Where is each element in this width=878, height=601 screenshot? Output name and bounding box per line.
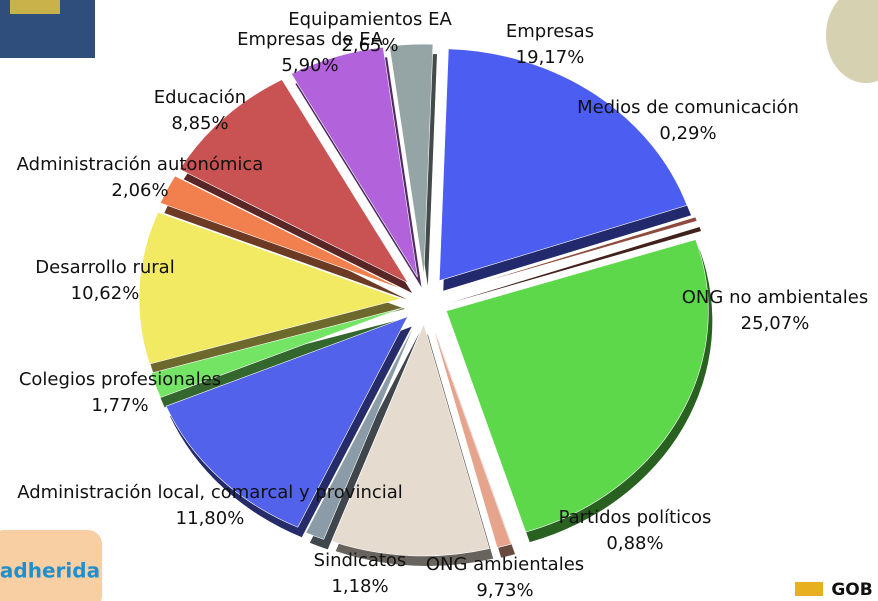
slice-label: Empresas de EA (237, 29, 384, 50)
value-label: 0,88% (606, 533, 663, 554)
corner-decoration (10, 0, 60, 14)
slice-side (451, 226, 702, 303)
value-label: 5,90% (281, 55, 338, 76)
slice-label: Sindicatos (314, 550, 407, 571)
slice-label: Partidos políticos (559, 507, 712, 528)
value-label: 9,73% (476, 580, 533, 601)
corner-logo: GOB (831, 580, 872, 600)
slice-label: Administración local, comarcal y provinc… (17, 482, 403, 503)
value-label: 8,85% (171, 113, 228, 134)
slice-label: ONG ambientales (426, 554, 584, 575)
slice (290, 46, 418, 278)
badge (0, 530, 102, 601)
leaf-decoration (826, 0, 878, 83)
value-label: 19,17% (516, 47, 585, 68)
slice (159, 175, 404, 290)
slice (445, 239, 709, 533)
slice-label: Colegios profesionales (19, 369, 221, 390)
slice-label: ONG no ambientales (682, 287, 868, 308)
slice (138, 211, 403, 365)
slice (179, 79, 409, 284)
slice-label: Empresas (506, 21, 594, 42)
slice-label: Medios de comunicación (577, 97, 799, 118)
slice-label: Administración autonómica (17, 154, 264, 175)
value-label: 0,29% (659, 123, 716, 144)
flag (795, 582, 823, 596)
slice-label: Equipamientos EA (288, 9, 452, 30)
value-label: 11,80% (176, 508, 245, 529)
value-label: 25,07% (741, 313, 810, 334)
slice (305, 322, 417, 540)
value-label: 1,18% (331, 576, 388, 597)
value-label: 10,62% (71, 283, 140, 304)
slice-label: Desarrollo rural (35, 257, 174, 278)
slice-label: Educación (154, 87, 246, 108)
value-label: 2,06% (111, 180, 168, 201)
badge-text: adherida (0, 559, 100, 583)
slice (438, 48, 688, 282)
slice (447, 216, 698, 293)
slice (431, 322, 512, 549)
slice (331, 323, 490, 557)
value-label: 1,77% (91, 395, 148, 416)
slice (389, 43, 434, 277)
value-label: 2,65% (341, 35, 398, 56)
slice (165, 316, 409, 528)
slice (150, 307, 403, 398)
